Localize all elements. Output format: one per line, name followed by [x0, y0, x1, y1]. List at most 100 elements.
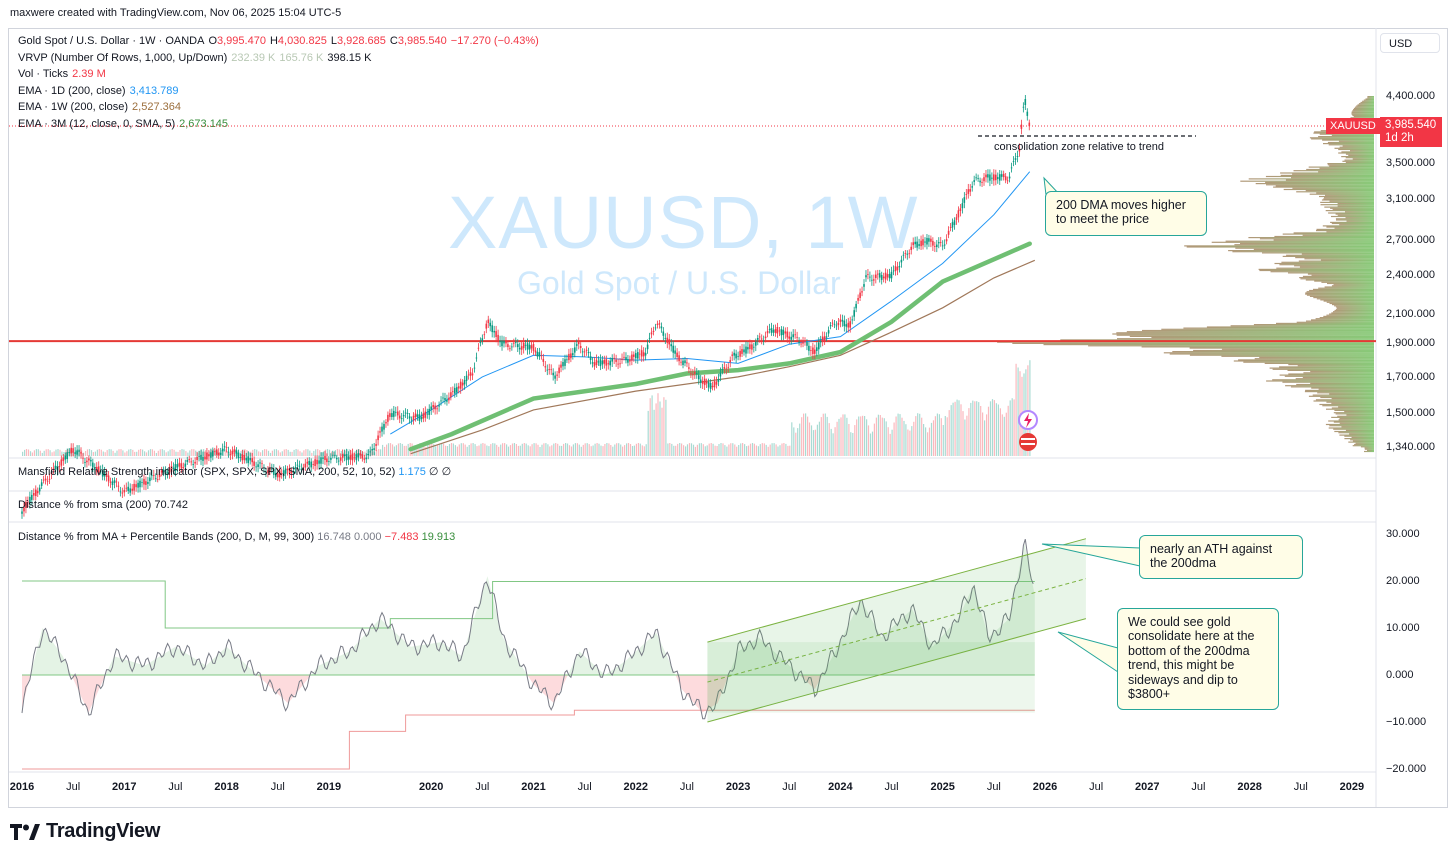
ema3-value: 2,673.145 — [179, 118, 229, 130]
consolidate-callout-pointer — [1057, 631, 1119, 673]
candle-body — [999, 174, 1001, 181]
volume-profile-row — [1327, 141, 1374, 144]
candle-body — [269, 467, 271, 471]
candle-body — [192, 464, 194, 465]
volume-bar — [94, 451, 96, 456]
volume-bar — [271, 450, 273, 456]
volume-profile-row — [1338, 419, 1374, 421]
volume-bar — [240, 451, 242, 456]
volume-profile-row — [1352, 114, 1374, 116]
candle-body — [377, 435, 379, 441]
volume-profile-row — [1323, 198, 1374, 200]
legend-title: Gold Spot / U.S. Dollar · 1W · OANDA — [18, 35, 205, 47]
volume-bar — [807, 416, 809, 456]
candle-body — [503, 340, 505, 344]
vol-value: 2.39 M — [72, 68, 106, 80]
volume-bar — [814, 429, 816, 456]
chart-frame — [8, 28, 1448, 808]
candle-body — [158, 474, 161, 477]
negative-distance-fill — [22, 675, 1035, 713]
volume-bar — [336, 449, 338, 456]
volume-profile-row — [1279, 366, 1374, 368]
candle-body — [599, 359, 602, 367]
price-tick: 2,400.000 — [1386, 269, 1435, 281]
volume-profile-row — [1265, 181, 1374, 183]
candle-body — [646, 344, 649, 350]
volume-profile-row — [1285, 179, 1374, 181]
candle-body — [337, 460, 340, 462]
price-tick: 1,340.000 — [1386, 441, 1435, 453]
pct-tick: 0.000 — [1386, 669, 1414, 681]
candle-body — [322, 457, 324, 459]
volume-profile-row — [1317, 392, 1374, 394]
volume-bar — [33, 450, 35, 456]
volume-bar — [631, 446, 634, 456]
volume-bar — [484, 443, 486, 456]
candle-body — [969, 189, 971, 192]
volume-profile-row — [1286, 254, 1374, 256]
currency-button[interactable]: USD — [1380, 33, 1440, 53]
tradingview-logo-icon — [10, 823, 40, 840]
candle-body — [597, 361, 600, 363]
volume-profile-row — [1330, 221, 1374, 223]
volume-bar — [854, 425, 856, 456]
volume-bar — [637, 443, 639, 456]
volume-profile-row — [1234, 244, 1374, 246]
volume-bar — [730, 443, 732, 456]
volume-profile-row — [1335, 308, 1374, 310]
candle-body — [808, 345, 810, 351]
volume-bar — [999, 408, 1001, 456]
volume-bar — [810, 425, 813, 456]
volume-profile-row — [1240, 242, 1374, 245]
volume-bar — [468, 445, 470, 456]
volume-profile-row — [1310, 371, 1374, 373]
candle-body — [562, 362, 564, 367]
volume-bar — [431, 443, 433, 456]
volume-bar — [287, 449, 289, 456]
candle-body — [463, 380, 466, 385]
candle-body — [151, 475, 153, 476]
volume-bar — [1011, 398, 1013, 456]
volume-bar — [793, 427, 795, 456]
candle-body — [318, 460, 320, 464]
volume-profile-row — [1315, 318, 1374, 320]
volume-bar — [291, 451, 293, 456]
volume-bar — [128, 449, 130, 456]
percentile-value-3: −7.483 — [384, 531, 419, 543]
volume-bar — [543, 443, 545, 456]
volume-bar — [681, 443, 683, 456]
volume-bar — [31, 452, 33, 456]
candle-body — [88, 458, 90, 461]
volume-bar — [35, 449, 37, 456]
volume-bar — [618, 443, 620, 456]
candle-body — [989, 174, 991, 181]
volume-profile-row — [1344, 438, 1374, 440]
volume-profile-row — [1326, 301, 1374, 303]
volume-profile-row — [1356, 105, 1374, 107]
volume-profile-row — [1211, 241, 1374, 243]
volume-profile-row — [1365, 98, 1374, 100]
vrvp-value-1: 232.39 K — [231, 52, 276, 64]
volume-profile-row — [1328, 144, 1374, 146]
candle-body — [212, 450, 214, 457]
legend-l-value: 3,928.685 — [336, 35, 386, 47]
candle-body — [875, 274, 877, 278]
volume-bar — [590, 446, 592, 456]
us-flag-icon[interactable] — [1019, 433, 1037, 451]
candle-body — [615, 359, 617, 362]
volume-bar — [144, 451, 146, 456]
volume-bar — [315, 449, 317, 456]
candle-body — [1000, 174, 1003, 177]
volume-bar — [102, 451, 104, 456]
volume-profile-row — [1355, 106, 1374, 108]
volume-bar — [976, 401, 978, 456]
volume-profile-row — [1335, 306, 1374, 308]
volume-bar — [871, 431, 874, 456]
volume-bar — [478, 445, 480, 456]
pct-tick: −10.000 — [1386, 716, 1427, 728]
candle-body — [200, 454, 202, 460]
volume-profile-row — [1294, 265, 1374, 267]
watermark-symbol: XAUUSD, 1W — [448, 181, 919, 264]
candle-body — [477, 347, 480, 349]
candle-body — [202, 456, 204, 461]
